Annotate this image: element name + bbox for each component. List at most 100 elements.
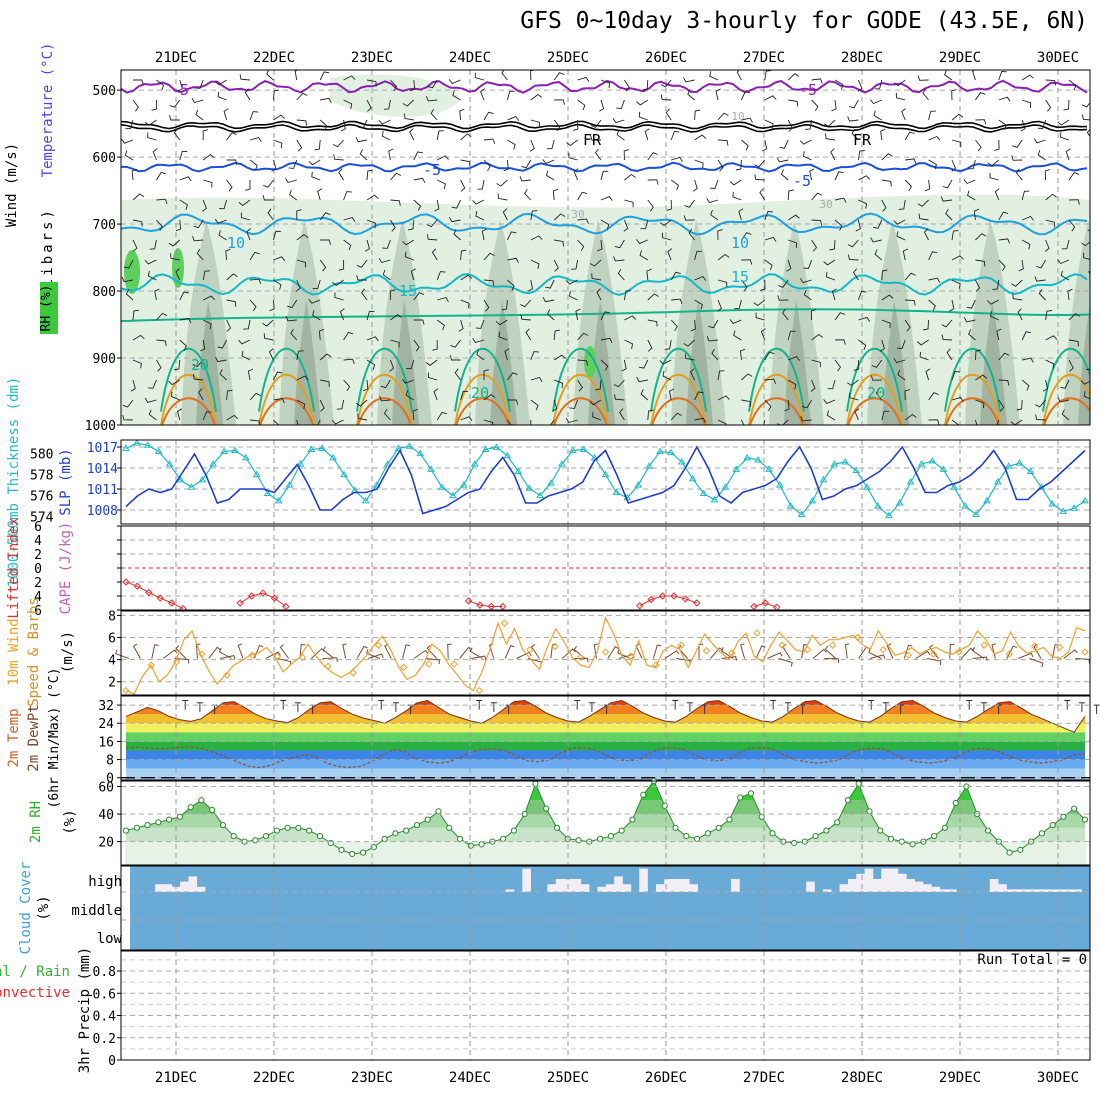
cloud-gap-97 [939, 889, 949, 892]
upper-barb [925, 368, 931, 381]
rh-marker-31 [456, 835, 464, 842]
wind-speed-marker-32 [929, 650, 938, 658]
thickness-marker-78 [972, 510, 980, 518]
upper-barb [151, 100, 157, 111]
upper-barb [666, 199, 672, 211]
cloud-gap-72 [731, 879, 740, 892]
precip-tick-2: 0.4 [93, 1010, 117, 1025]
rh-marker-2 [144, 821, 151, 829]
thickness-marker-37 [525, 484, 534, 491]
cloud-gap-110 [1048, 889, 1057, 892]
temp-tick-4: 0 [106, 772, 114, 787]
upper-barb [1045, 79, 1057, 86]
temp-whisker-4-0 [574, 700, 581, 710]
upper-barb [928, 419, 940, 425]
upper-barb [382, 239, 391, 249]
li-tick-6: 6 [34, 604, 42, 619]
li-line [125, 581, 184, 610]
rh-marker-25 [392, 830, 399, 837]
rh-marker-83 [1017, 846, 1024, 853]
li-marker-12 [259, 589, 267, 597]
thickness-marker-71 [895, 499, 904, 506]
thickness-marker-58 [754, 455, 762, 463]
rh-marker-44 [597, 835, 604, 842]
temp-axis: 32 24 16 8 0 [98, 699, 121, 787]
upper-barb [873, 110, 883, 121]
wind-barb-72 [949, 643, 955, 659]
thickness-marker-75 [939, 465, 948, 472]
svg-text:Wind (m/s): Wind (m/s) [4, 143, 20, 227]
upper-barb [544, 419, 555, 425]
cloud-grid [121, 866, 1090, 950]
upper-barb [998, 259, 1006, 272]
temp-band-4 [126, 732, 1085, 742]
upper-barb [805, 119, 813, 130]
rh-marker-52 [683, 832, 690, 840]
li-tick-5: 4 [34, 590, 42, 605]
upper-barb [296, 259, 306, 268]
upper-barb [881, 199, 887, 212]
temp-whisker-3-0 [476, 700, 483, 710]
upper-barb [122, 414, 134, 421]
upper-barb [413, 151, 423, 161]
temp-whisker-2-1 [392, 702, 399, 712]
upper-barb [132, 99, 139, 112]
temp-frame [120, 695, 1091, 781]
upper-barb [829, 239, 836, 251]
upper-barb [694, 250, 702, 261]
upper-barb [273, 397, 285, 404]
upper-barb [366, 79, 377, 87]
thickness-marker-63 [808, 496, 817, 504]
upper-barb [272, 230, 281, 241]
precip-tick-0: 0.8 [93, 965, 116, 980]
upper-barb [873, 219, 883, 229]
upper-barb [1063, 99, 1070, 111]
rh-marker-35 [500, 835, 507, 842]
upper-barb [381, 131, 391, 141]
upper-barb [638, 111, 648, 121]
upper-barb [320, 379, 330, 387]
cloud-gap-45 [505, 889, 515, 892]
li-marker-10 [236, 599, 244, 607]
upper-barb [553, 213, 566, 221]
upper-barb [273, 279, 282, 290]
wind-barb-63 [844, 643, 850, 659]
upper-barb [684, 353, 695, 361]
upper-barb [147, 270, 157, 281]
rh-marker-87 [1060, 813, 1067, 820]
temp-whisker-4-1 [588, 702, 595, 712]
upper-barb [553, 259, 559, 272]
upper-barb [874, 249, 883, 261]
upper-barb [331, 419, 344, 425]
wind-barb-2 [151, 644, 159, 659]
rh-green-blob-2 [172, 248, 184, 288]
upper-barb [963, 179, 976, 185]
upper-barb [875, 388, 883, 401]
thickness-marker-32 [470, 460, 479, 467]
wind-barb-65 [869, 654, 886, 659]
upper-barb [1092, 200, 1099, 210]
upper-barb [453, 229, 461, 241]
upper-barb [132, 359, 142, 369]
temp-tick-0: 32 [98, 699, 114, 714]
upper-barb [121, 138, 134, 144]
upper-barb [694, 417, 707, 424]
upper-barb [1045, 310, 1053, 321]
upper-barb [296, 350, 304, 361]
upper-barb [735, 159, 742, 171]
upper-barb [413, 177, 426, 184]
upper-barb [226, 319, 232, 332]
upper-barb [941, 334, 953, 341]
top-date-30DEC: 30DEC [1037, 50, 1079, 66]
temp-whisker-5-1 [686, 702, 693, 712]
wind-barb-50 [698, 643, 704, 659]
bottom-date-30DEC: 30DEC [1037, 1070, 1079, 1086]
upper-barb [740, 91, 751, 101]
upper-barb [904, 319, 911, 332]
upper-barb [694, 276, 707, 281]
upper-barb [706, 336, 719, 342]
thickness-marker-8 [209, 460, 218, 467]
upper-barb [454, 368, 461, 381]
isotherm-lines [121, 79, 1090, 425]
wind-barb-26 [425, 658, 440, 665]
